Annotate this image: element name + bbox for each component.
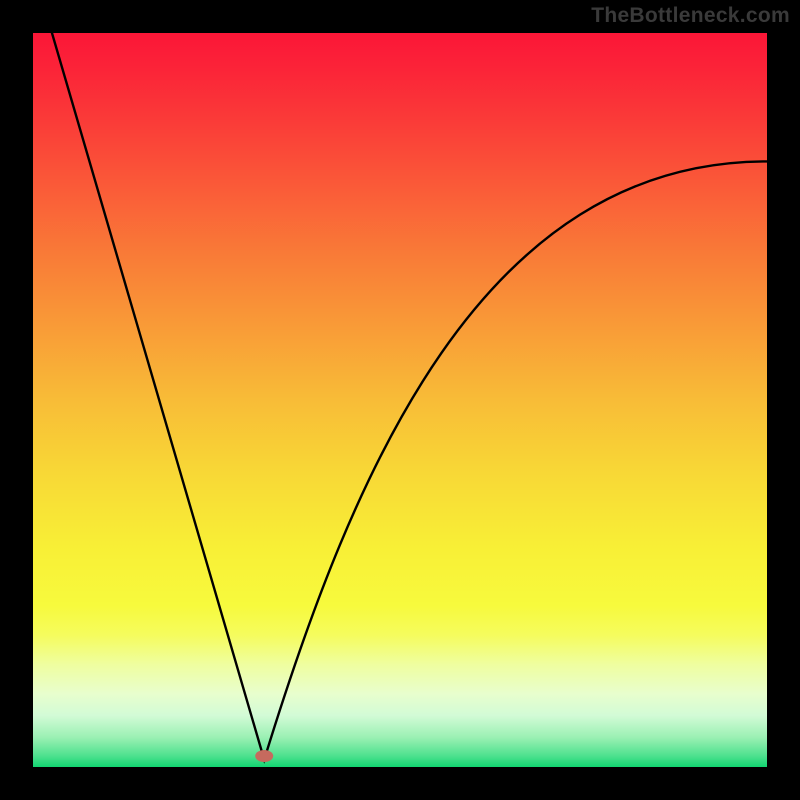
plot-background-gradient — [33, 33, 767, 767]
watermark-text: TheBottleneck.com — [591, 4, 790, 28]
bottleneck-chart — [0, 0, 800, 800]
chart-container: TheBottleneck.com — [0, 0, 800, 800]
optimum-marker — [255, 750, 273, 762]
